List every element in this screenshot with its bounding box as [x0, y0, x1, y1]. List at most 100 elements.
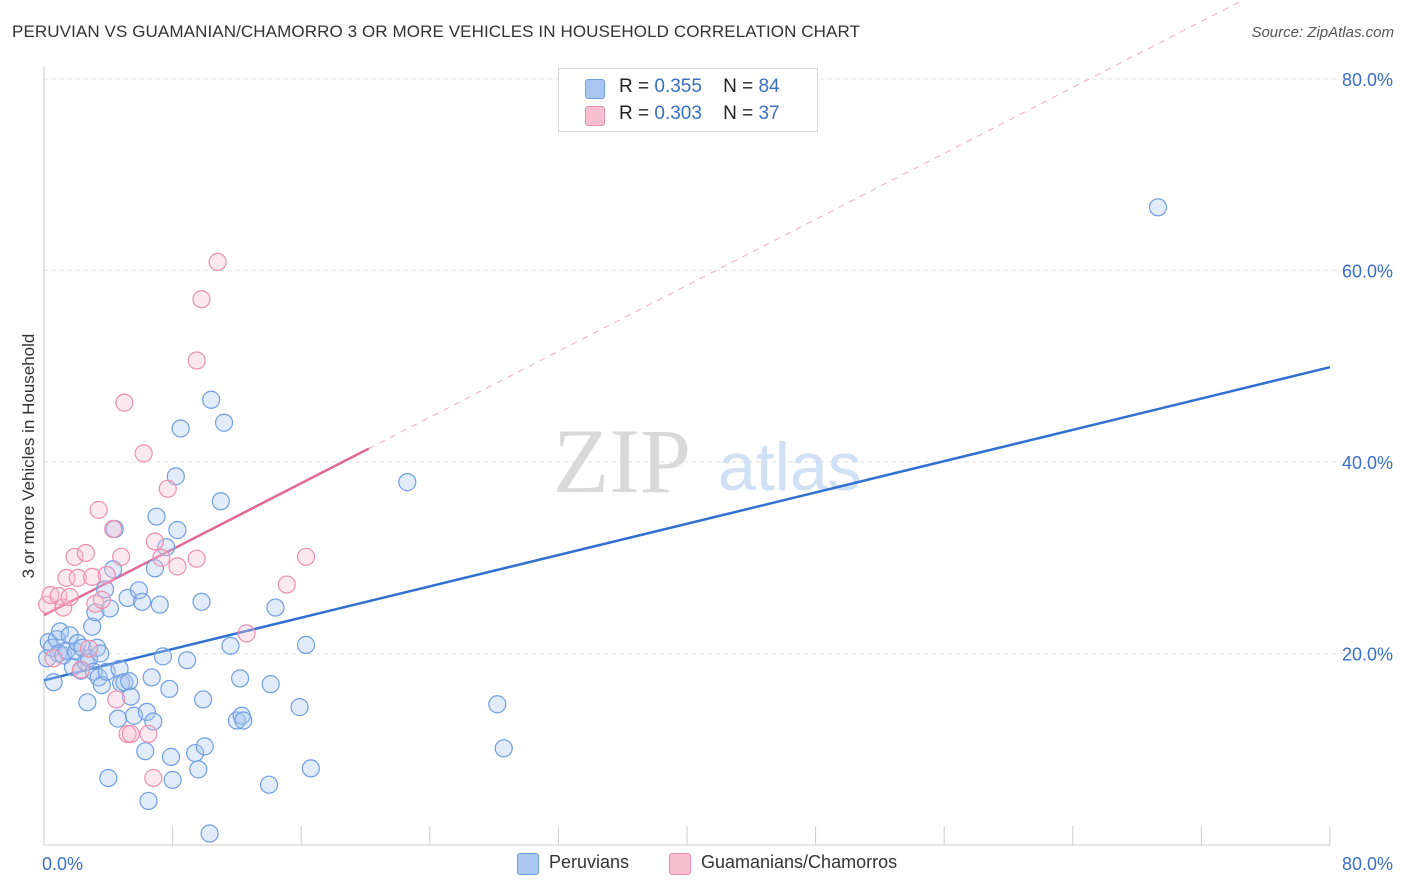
data-point-peruvians	[108, 709, 128, 728]
data-point-guamanians	[89, 500, 108, 519]
y-tick-label-20: 20.0%	[1342, 645, 1393, 665]
data-point-guamanians	[168, 557, 187, 576]
chart-title: PERUVIAN VS GUAMANIAN/CHAMORRO 3 OR MORE…	[12, 22, 861, 41]
data-point-peruvians	[145, 559, 165, 578]
data-point-guamanians	[187, 549, 206, 568]
data-point-peruvians	[132, 592, 152, 611]
data-point-peruvians	[95, 580, 115, 599]
legend-swatch-guamanians	[585, 106, 605, 126]
y-tick-labels: 20.0% 40.0% 60.0% 80.0%	[1342, 70, 1393, 665]
data-point-peruvians	[150, 595, 169, 614]
legend-r-value-guamanians: 0.303	[654, 103, 702, 124]
data-point-peruvians	[136, 742, 155, 761]
data-point-peruvians	[290, 698, 309, 717]
data-point-guamanians	[104, 519, 123, 539]
source-label: Source: ZipAtlas.com	[1251, 24, 1394, 41]
data-point-guamanians	[97, 565, 116, 585]
legend-box: R = 0.355 N = 84 R = 0.303 N = 37	[558, 68, 818, 132]
trend-extension-guamanians	[368, 0, 1245, 450]
data-point-guamanians	[79, 639, 99, 658]
data-point-guamanians	[92, 590, 111, 609]
data-point-peruvians	[91, 644, 110, 663]
bottom-legend-label-guamanians: Guamanians/Chamorros	[701, 852, 898, 872]
data-point-guamanians	[158, 479, 177, 498]
data-point-peruvians	[161, 747, 181, 767]
data-point-peruvians	[211, 492, 230, 511]
data-point-peruvians	[192, 592, 211, 611]
data-point-peruvians	[296, 635, 316, 654]
data-point-peruvians	[195, 737, 214, 756]
axes	[43, 66, 1331, 846]
data-point-guamanians	[44, 649, 63, 668]
data-point-guamanians	[134, 444, 153, 463]
guamanians-points	[38, 252, 316, 788]
data-point-peruvians	[234, 711, 253, 730]
data-point-peruvians	[202, 390, 221, 409]
legend-r-label: R =	[619, 103, 650, 124]
watermark-zip: ZIP	[553, 410, 691, 512]
data-point-guamanians	[83, 567, 102, 587]
data-point-guamanians	[107, 690, 126, 709]
legend-r-value-peruvians: 0.355	[654, 76, 702, 97]
data-point-peruvians	[137, 702, 156, 722]
bottom-legend-swatch-guamanians	[669, 853, 691, 875]
x-tick-label-left: 0.0%	[42, 854, 83, 874]
data-point-guamanians	[54, 598, 73, 617]
data-point-peruvians	[488, 695, 507, 714]
data-point-guamanians	[296, 547, 316, 566]
watermark: ZIP atlas	[553, 410, 862, 512]
bottom-legend-swatch-peruvians	[517, 853, 539, 875]
trend-line-peruvians	[43, 365, 1331, 682]
grid-lines	[44, 78, 1393, 654]
data-point-peruvians	[120, 672, 139, 691]
data-point-peruvians	[99, 768, 118, 788]
data-point-guamanians	[139, 724, 158, 744]
data-point-peruvians	[494, 739, 513, 758]
peruvians-points	[38, 198, 1168, 843]
data-point-peruvians	[266, 598, 285, 617]
legend-n-label: N =	[723, 103, 754, 124]
data-point-guamanians	[144, 768, 163, 788]
data-point-peruvians	[73, 638, 92, 657]
data-point-peruvians	[44, 673, 63, 692]
data-point-peruvians	[214, 413, 234, 432]
watermark-atlas: atlas	[718, 429, 862, 505]
data-point-peruvians	[160, 679, 179, 699]
data-point-peruvians	[168, 520, 187, 540]
trend-line-guamanians	[43, 447, 370, 617]
data-point-guamanians	[112, 547, 131, 566]
data-point-peruvians	[301, 759, 320, 778]
data-point-guamanians	[237, 624, 256, 643]
data-point-peruvians	[398, 473, 417, 492]
data-point-peruvians	[231, 669, 250, 688]
legend-n-value-peruvians: 84	[758, 76, 780, 97]
data-point-peruvians	[163, 770, 182, 789]
y-tick-label-80: 80.0%	[1342, 70, 1393, 90]
legend-n-label: N =	[723, 76, 754, 97]
data-point-peruvians	[50, 622, 70, 641]
data-point-peruvians	[259, 775, 279, 794]
data-point-peruvians	[139, 791, 158, 811]
data-point-peruvians	[157, 538, 176, 557]
data-point-peruvians	[200, 824, 219, 843]
legend-r-label: R =	[619, 76, 650, 97]
data-point-guamanians	[208, 252, 227, 271]
data-point-guamanians	[76, 543, 95, 563]
x-tick-label-right: 80.0%	[1342, 854, 1393, 874]
legend-swatch-peruvians	[585, 79, 605, 99]
data-point-peruvians	[110, 659, 129, 678]
data-point-guamanians	[71, 660, 91, 679]
data-point-peruvians	[92, 675, 111, 695]
y-axis-label: 3 or more Vehicles in Household	[19, 334, 38, 579]
data-point-guamanians	[60, 587, 79, 607]
data-point-peruvians	[78, 693, 97, 712]
data-point-peruvians	[221, 636, 240, 655]
data-point-peruvians	[142, 668, 161, 687]
legend-n-value-guamanians: 37	[758, 103, 780, 124]
data-point-guamanians	[115, 393, 134, 412]
data-point-peruvians	[121, 687, 140, 706]
data-point-peruvians	[261, 675, 280, 694]
y-tick-label-40: 40.0%	[1342, 453, 1393, 473]
data-point-guamanians	[121, 724, 140, 744]
bottom-legend-label-peruvians: Peruvians	[549, 852, 630, 872]
